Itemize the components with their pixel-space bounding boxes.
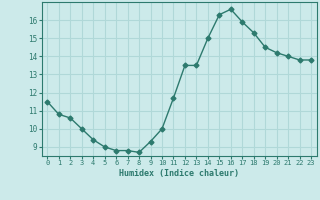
X-axis label: Humidex (Indice chaleur): Humidex (Indice chaleur) <box>119 169 239 178</box>
